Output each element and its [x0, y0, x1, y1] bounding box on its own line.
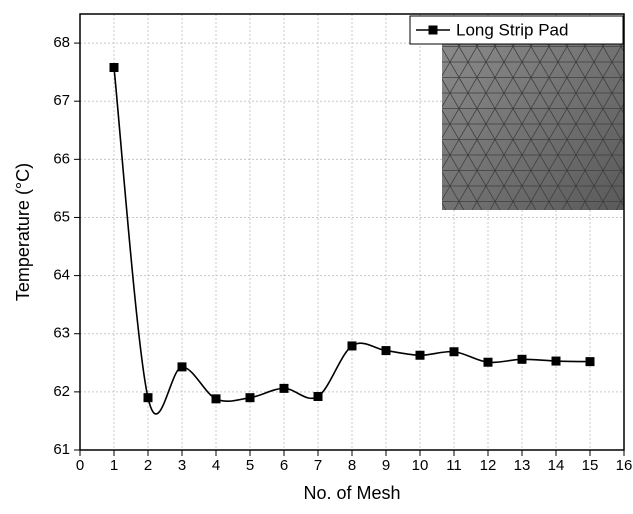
point-marker	[382, 346, 391, 355]
legend-marker	[429, 26, 438, 35]
point-marker	[212, 394, 221, 403]
y-tick-label: 68	[53, 34, 70, 51]
point-marker	[280, 384, 289, 393]
y-tick-label: 67	[53, 92, 70, 109]
x-tick-label: 3	[178, 457, 186, 474]
x-tick-label: 12	[480, 457, 497, 474]
x-tick-label: 4	[212, 457, 220, 474]
x-tick-label: 2	[144, 457, 152, 474]
x-tick-label: 10	[412, 457, 429, 474]
x-axis-title: No. of Mesh	[303, 483, 400, 503]
y-axis-title: Temperature (°C)	[13, 163, 33, 301]
x-tick-label: 8	[348, 457, 356, 474]
y-tick-label: 61	[53, 441, 70, 458]
point-marker	[110, 63, 119, 72]
x-tick-label: 9	[382, 457, 390, 474]
chart: No. of Mesh Temperature (°C) 01234567891…	[0, 0, 633, 509]
point-marker	[246, 393, 255, 402]
x-tick-label: 6	[280, 457, 288, 474]
point-marker	[178, 362, 187, 371]
x-tick-label: 14	[548, 457, 565, 474]
x-tick-label: 0	[76, 457, 84, 474]
y-tick-label: 65	[53, 208, 70, 225]
point-marker	[314, 392, 323, 401]
x-tick-label: 11	[446, 457, 462, 474]
y-tick-label: 64	[53, 267, 70, 284]
x-tick-label: 13	[514, 457, 531, 474]
point-marker	[586, 357, 595, 366]
point-marker	[450, 347, 459, 356]
x-tick-label: 7	[314, 457, 322, 474]
x-tick-label: 16	[616, 457, 633, 474]
y-tick-label: 62	[53, 383, 70, 400]
x-tick-label: 15	[582, 457, 599, 474]
point-marker	[348, 341, 357, 350]
y-tick-label: 63	[53, 325, 70, 342]
point-marker	[484, 358, 493, 367]
legend-label: Long Strip Pad	[456, 20, 568, 39]
x-tick-label: 1	[110, 457, 118, 474]
point-marker	[552, 357, 561, 366]
point-marker	[518, 355, 527, 364]
y-tick-label: 66	[53, 150, 70, 167]
point-marker	[144, 393, 153, 402]
inset-mesh-image	[442, 44, 624, 210]
x-tick-label: 5	[246, 457, 254, 474]
point-marker	[416, 351, 425, 360]
